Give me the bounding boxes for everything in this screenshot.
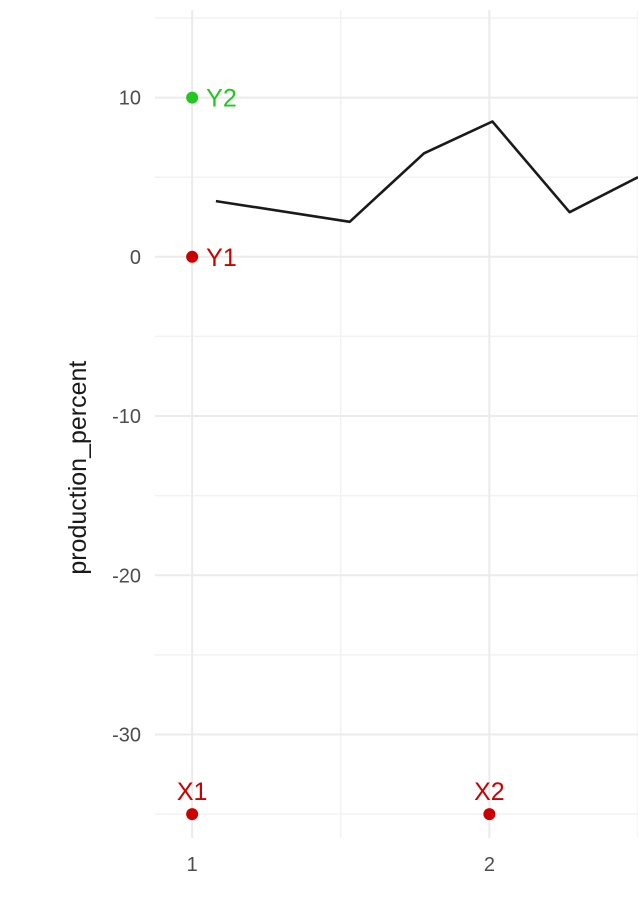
marker-label-x1: X1 — [177, 778, 208, 806]
marker-point-x1 — [186, 808, 199, 821]
series-line — [215, 120, 638, 224]
y-tick-label: 0 — [130, 247, 141, 269]
marker-point-x2 — [483, 808, 496, 821]
grid-major — [155, 10, 638, 838]
y-tick-label: -10 — [112, 406, 141, 428]
marker-label-y2: Y2 — [206, 85, 237, 113]
grid-minor — [155, 10, 638, 838]
marker-layer: Y2 Y1 X1 X2 — [177, 85, 505, 821]
marker-point-y1 — [186, 250, 199, 263]
y-axis: -30 -20 -10 0 10 — [112, 88, 141, 747]
marker-point-y2 — [186, 91, 199, 104]
marker-label-x2: X2 — [474, 778, 505, 806]
series-layer — [215, 120, 638, 224]
x-tick-label: 2 — [484, 854, 495, 876]
y-tick-label: 10 — [119, 88, 141, 110]
y-tick-label: -20 — [112, 565, 141, 587]
x-tick-label: 1 — [187, 854, 198, 876]
marker-label-y1: Y1 — [206, 244, 237, 272]
y-axis-title: production_percent — [64, 361, 92, 575]
y-tick-label: -30 — [112, 725, 141, 747]
